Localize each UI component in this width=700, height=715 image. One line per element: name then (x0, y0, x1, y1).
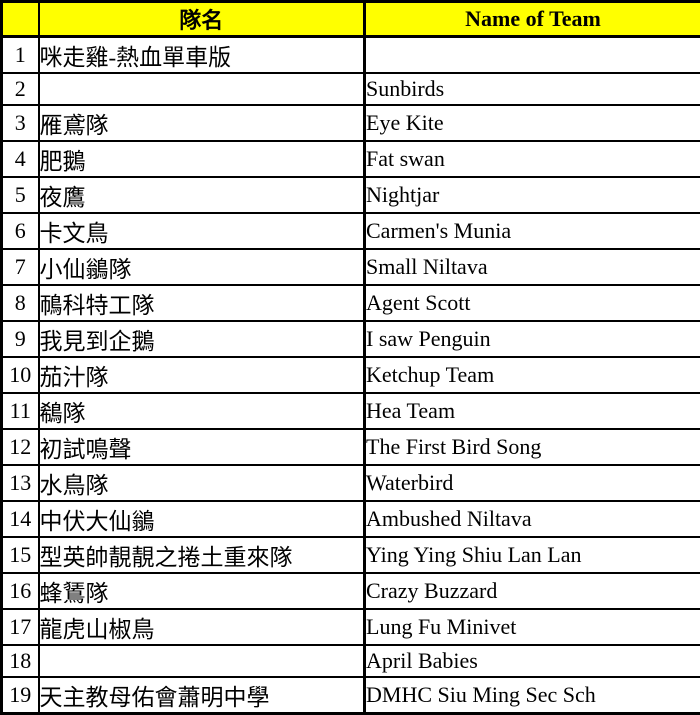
team-name-zh-cell: 水鳥隊 (39, 465, 365, 501)
header-team-name-en: Name of Team (365, 2, 700, 37)
table-row: 13 水鳥隊 Waterbird (2, 465, 700, 501)
team-name-en-cell: Sunbirds (365, 73, 700, 105)
team-name-zh-cell: 肥鵝 (39, 141, 365, 177)
team-name-zh-cell: 雁鳶隊 (39, 105, 365, 141)
team-name-zh-cell: 初試鳴聲 (39, 429, 365, 465)
team-name-en-cell: Hea Team (365, 393, 700, 429)
team-name-zh-cell: 我見到企鵝 (39, 321, 365, 357)
row-number-cell: 5 (2, 177, 39, 213)
table-row: 3 雁鳶隊 Eye Kite (2, 105, 700, 141)
row-number-cell: 6 (2, 213, 39, 249)
header-team-name-zh: 隊名 (39, 2, 365, 37)
table-row: 2 Sunbirds (2, 73, 700, 105)
row-number-cell: 10 (2, 357, 39, 393)
team-name-en-cell (365, 37, 700, 74)
table-row: 12 初試鳴聲 The First Bird Song (2, 429, 700, 465)
row-number-cell: 4 (2, 141, 39, 177)
team-name-zh-cell: 小仙鶲隊 (39, 249, 365, 285)
table-row: 16 蜂鵟隊 Crazy Buzzard (2, 573, 700, 609)
row-number-cell: 11 (2, 393, 39, 429)
team-name-zh-cell: 龍虎山椒鳥 (39, 609, 365, 645)
row-number-cell: 2 (2, 73, 39, 105)
header-number-cell (2, 2, 39, 37)
table-row: 1 咪走雞-熱血單車版 (2, 37, 700, 74)
row-number-cell: 7 (2, 249, 39, 285)
team-name-en-cell: Crazy Buzzard (365, 573, 700, 609)
team-name-zh-cell: 夜鷹 (39, 177, 365, 213)
team-name-en-cell: Agent Scott (365, 285, 700, 321)
table-row: 9 我見到企鵝 I saw Penguin (2, 321, 700, 357)
team-name-en-cell: April Babies (365, 645, 700, 677)
team-name-en-cell: Eye Kite (365, 105, 700, 141)
table-row: 4 肥鵝 Fat swan (2, 141, 700, 177)
table-body: 1 咪走雞-熱血單車版 2 Sunbirds 3 雁鳶隊 Eye Kite 4 … (2, 37, 700, 714)
table-row: 11 鵗隊 Hea Team (2, 393, 700, 429)
team-name-en-cell: Carmen's Munia (365, 213, 700, 249)
team-name-en-cell: Ying Ying Shiu Lan Lan (365, 537, 700, 573)
team-name-en-cell: Nightjar (365, 177, 700, 213)
row-number-cell: 12 (2, 429, 39, 465)
team-name-zh-cell: 型英帥靚靚之捲土重來隊 (39, 537, 365, 573)
table-row: 10 茄汁隊 Ketchup Team (2, 357, 700, 393)
team-name-zh-cell: 蜂鵟隊 (39, 573, 365, 609)
row-number-cell: 1 (2, 37, 39, 74)
row-number-cell: 14 (2, 501, 39, 537)
table-row: 6 卡文鳥 Carmen's Munia (2, 213, 700, 249)
row-number-cell: 9 (2, 321, 39, 357)
team-name-zh-cell (39, 645, 365, 677)
team-name-zh-cell: 鵗隊 (39, 393, 365, 429)
row-number-cell: 3 (2, 105, 39, 141)
row-number-cell: 19 (2, 677, 39, 714)
team-name-zh-cell (39, 73, 365, 105)
team-name-en-cell: Fat swan (365, 141, 700, 177)
row-number-cell: 18 (2, 645, 39, 677)
table-row: 18 April Babies (2, 645, 700, 677)
team-name-zh-cell: 天主教母佑會蕭明中學 (39, 677, 365, 714)
team-name-en-cell: I saw Penguin (365, 321, 700, 357)
team-name-en-cell: The First Bird Song (365, 429, 700, 465)
table-row: 19 天主教母佑會蕭明中學 DMHC Siu Ming Sec Sch (2, 677, 700, 714)
row-number-cell: 16 (2, 573, 39, 609)
team-name-en-cell: Lung Fu Minivet (365, 609, 700, 645)
table-row: 7 小仙鶲隊 Small Niltava (2, 249, 700, 285)
table-row: 14 中伏大仙鶲 Ambushed Niltava (2, 501, 700, 537)
table-row: 8 鳾科特工隊 Agent Scott (2, 285, 700, 321)
team-name-en-cell: Ambushed Niltava (365, 501, 700, 537)
row-number-cell: 13 (2, 465, 39, 501)
row-number-cell: 8 (2, 285, 39, 321)
team-name-zh-cell: 鳾科特工隊 (39, 285, 365, 321)
team-name-zh-cell: 卡文鳥 (39, 213, 365, 249)
team-name-en-cell: Small Niltava (365, 249, 700, 285)
team-name-en-cell: Waterbird (365, 465, 700, 501)
team-name-zh-cell: 咪走雞-熱血單車版 (39, 37, 365, 74)
team-name-zh-cell: 中伏大仙鶲 (39, 501, 365, 537)
table-header-row: 隊名 Name of Team (2, 2, 700, 37)
row-number-cell: 17 (2, 609, 39, 645)
table-row: 15 型英帥靚靚之捲土重來隊 Ying Ying Shiu Lan Lan (2, 537, 700, 573)
row-number-cell: 15 (2, 537, 39, 573)
team-name-en-cell: Ketchup Team (365, 357, 700, 393)
table-row: 5 夜鷹 Nightjar (2, 177, 700, 213)
team-name-zh-cell: 茄汁隊 (39, 357, 365, 393)
team-name-en-cell: DMHC Siu Ming Sec Sch (365, 677, 700, 714)
table-row: 17 龍虎山椒鳥 Lung Fu Minivet (2, 609, 700, 645)
